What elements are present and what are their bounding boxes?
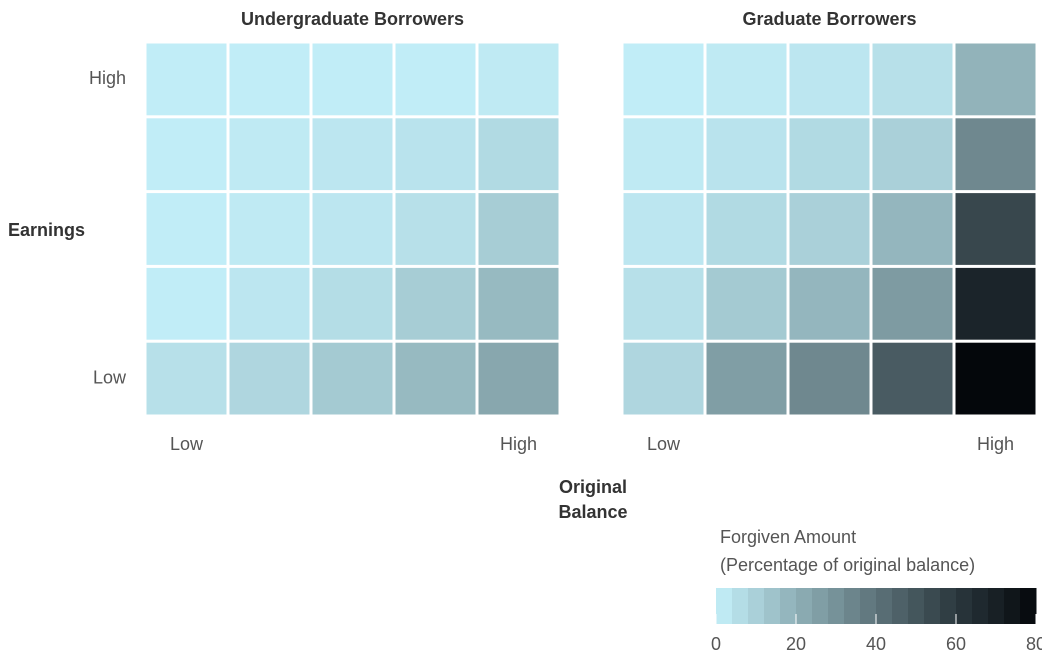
colorbar-swatch (860, 588, 877, 624)
colorbar-swatch (940, 588, 957, 624)
heatmap-cell (146, 118, 227, 191)
heatmap-cell (312, 342, 393, 415)
x-tick-label: Low (170, 434, 204, 454)
heatmap-cell (872, 43, 953, 116)
heatmap-cell (395, 118, 476, 191)
heatmap-cell (706, 43, 787, 116)
colorbar-swatch (812, 588, 829, 624)
heatmap-cell (478, 342, 559, 415)
colorbar-tick-label: 40 (866, 634, 886, 654)
heatmap-cell (623, 342, 704, 415)
heatmap-cell (872, 342, 953, 415)
colorbar-tick-label: 0 (711, 634, 721, 654)
heatmap-cell (955, 193, 1036, 265)
colorbar-swatch (924, 588, 941, 624)
colorbar-tick-label: 20 (786, 634, 806, 654)
heatmap-cell (146, 193, 227, 265)
panel-title: Undergraduate Borrowers (241, 9, 464, 29)
heatmap-cell (623, 267, 704, 340)
heatmap-cell (706, 193, 787, 265)
heatmap-cell (229, 267, 310, 340)
heatmap-cell (395, 342, 476, 415)
heatmap-cell (623, 193, 704, 265)
heatmap-cell (872, 267, 953, 340)
heatmap-cell (146, 342, 227, 415)
heatmap-cell (312, 267, 393, 340)
heatmap-cell (312, 118, 393, 191)
heatmap-cell (146, 267, 227, 340)
heatmap-cell (229, 118, 310, 191)
colorbar-swatch (956, 588, 973, 624)
colorbar-swatch (972, 588, 989, 624)
colorbar-swatch (828, 588, 845, 624)
colorbar-swatch (732, 588, 749, 624)
heatmap-cell (229, 43, 310, 116)
colorbar-title: (Percentage of original balance) (720, 555, 975, 575)
heatmap-cell (478, 43, 559, 116)
heatmap-cell (623, 118, 704, 191)
heatmap-cell (789, 118, 870, 191)
heatmap-cell (395, 43, 476, 116)
heatmap-cell (872, 118, 953, 191)
colorbar-swatch (988, 588, 1005, 624)
heatmap-cell (706, 267, 787, 340)
y-tick-label: Low (93, 367, 127, 387)
heatmap-cell (395, 267, 476, 340)
colorbar-swatch (876, 588, 893, 624)
colorbar-swatch (780, 588, 797, 624)
x-axis-label: Original (559, 477, 627, 497)
heatmap-cell (623, 43, 704, 116)
heatmap-cell (478, 267, 559, 340)
colorbar-swatch (1020, 588, 1037, 624)
x-tick-label: Low (647, 434, 681, 454)
heatmap-cell (478, 193, 559, 265)
heatmap-cell (706, 342, 787, 415)
heatmap-cell (955, 342, 1036, 415)
colorbar-swatch (748, 588, 765, 624)
colorbar-swatch (796, 588, 813, 624)
heatmap-cell (955, 43, 1036, 116)
panel-title: Graduate Borrowers (742, 9, 916, 29)
colorbar-swatch (764, 588, 781, 624)
heatmap-cell (955, 267, 1036, 340)
colorbar-tick-label: 60 (946, 634, 966, 654)
heatmap-cell (395, 193, 476, 265)
heatmap-cell (312, 43, 393, 116)
x-axis-label: Balance (558, 502, 627, 522)
heatmap-cell (789, 43, 870, 116)
x-tick-label: High (977, 434, 1014, 454)
heatmap-cell (146, 43, 227, 116)
heatmap-cell (872, 193, 953, 265)
colorbar-swatch (908, 588, 925, 624)
y-tick-label: High (89, 68, 126, 88)
colorbar-swatch (1004, 588, 1021, 624)
y-axis-label: Earnings (8, 220, 85, 240)
colorbar-tick-label: 80 (1026, 634, 1042, 654)
colorbar-swatch (716, 588, 733, 624)
heatmap-cell (706, 118, 787, 191)
heatmap-cell (229, 342, 310, 415)
colorbar-title: Forgiven Amount (720, 527, 856, 547)
heatmap-cell (789, 267, 870, 340)
heatmap-cell (229, 193, 310, 265)
heatmap-cell (955, 118, 1036, 191)
heatmap-cell (312, 193, 393, 265)
heatmap-cell (789, 342, 870, 415)
heatmap-cell (478, 118, 559, 191)
x-tick-label: High (500, 434, 537, 454)
colorbar-swatch (844, 588, 861, 624)
heatmap-cell (789, 193, 870, 265)
colorbar-swatch (892, 588, 909, 624)
